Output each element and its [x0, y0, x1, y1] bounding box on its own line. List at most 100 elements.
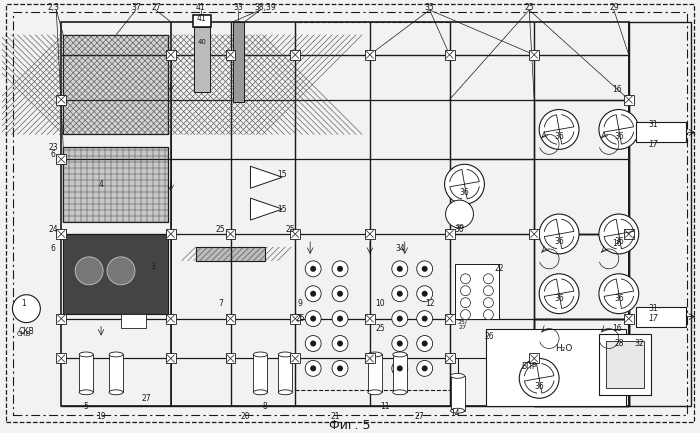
Circle shape — [444, 164, 484, 204]
Text: 36: 36 — [554, 294, 564, 303]
Circle shape — [461, 286, 470, 296]
Circle shape — [416, 310, 433, 326]
Bar — [56, 94, 66, 104]
Text: 3: 3 — [150, 262, 155, 271]
Circle shape — [332, 261, 348, 277]
Text: СКВ: СКВ — [16, 330, 31, 336]
Text: 8: 8 — [263, 402, 267, 411]
Bar — [444, 50, 454, 60]
Text: СКВ: СКВ — [18, 327, 34, 336]
Bar — [534, 100, 629, 234]
Circle shape — [599, 274, 638, 313]
Circle shape — [332, 360, 348, 376]
Circle shape — [421, 340, 428, 346]
Text: 15: 15 — [277, 204, 287, 213]
Circle shape — [461, 274, 470, 284]
Text: 12: 12 — [425, 299, 435, 308]
Circle shape — [539, 214, 579, 254]
Bar — [290, 229, 300, 239]
Bar — [529, 353, 539, 363]
Text: 25: 25 — [295, 314, 305, 323]
Circle shape — [305, 360, 321, 376]
Circle shape — [332, 286, 348, 302]
Bar — [225, 50, 235, 60]
Text: 34: 34 — [395, 244, 405, 253]
Bar — [290, 313, 300, 323]
Bar — [225, 353, 235, 363]
Text: 1: 1 — [21, 299, 26, 308]
Circle shape — [421, 316, 428, 322]
Text: 6: 6 — [51, 244, 56, 253]
Text: 31: 31 — [649, 120, 659, 129]
Text: 28: 28 — [614, 339, 624, 348]
Bar — [624, 229, 634, 239]
Bar — [636, 307, 685, 326]
Bar — [636, 123, 685, 142]
Text: 27: 27 — [141, 394, 150, 403]
Ellipse shape — [393, 390, 407, 395]
Text: 25: 25 — [286, 224, 295, 233]
Bar — [225, 313, 235, 323]
Bar — [451, 376, 465, 411]
Bar — [599, 333, 651, 395]
Ellipse shape — [253, 352, 267, 357]
Text: 15: 15 — [277, 170, 287, 179]
Circle shape — [421, 266, 428, 272]
Ellipse shape — [279, 390, 293, 395]
Bar — [194, 27, 209, 92]
Text: 30: 30 — [455, 224, 464, 230]
Bar — [56, 229, 66, 239]
Circle shape — [392, 336, 407, 352]
Bar — [79, 355, 93, 392]
Bar — [193, 15, 211, 27]
Bar — [624, 94, 634, 104]
Text: 10: 10 — [375, 299, 385, 308]
Bar — [454, 264, 499, 319]
Bar — [56, 353, 66, 363]
Bar — [166, 50, 176, 60]
Text: 16: 16 — [612, 324, 622, 333]
Text: 27: 27 — [151, 3, 161, 13]
Text: 17: 17 — [649, 314, 659, 323]
Bar — [63, 35, 168, 134]
Circle shape — [416, 286, 433, 302]
Bar — [196, 247, 265, 261]
Text: 36: 36 — [614, 132, 624, 141]
Circle shape — [337, 340, 343, 346]
Circle shape — [392, 360, 407, 376]
Ellipse shape — [79, 390, 93, 395]
Text: 25: 25 — [524, 3, 534, 13]
Ellipse shape — [451, 408, 465, 413]
Polygon shape — [251, 198, 282, 220]
Circle shape — [310, 316, 316, 322]
Ellipse shape — [79, 352, 93, 357]
Bar — [368, 355, 382, 392]
Bar — [63, 234, 168, 313]
Text: 9: 9 — [298, 299, 302, 308]
Text: 19: 19 — [97, 412, 106, 421]
Circle shape — [397, 291, 402, 297]
Text: 41: 41 — [197, 14, 206, 23]
Text: 21: 21 — [330, 412, 340, 421]
Bar — [365, 50, 375, 60]
Text: 36: 36 — [554, 237, 564, 246]
Bar — [534, 319, 629, 406]
Bar — [232, 22, 244, 102]
Bar — [166, 229, 176, 239]
Text: 36: 36 — [554, 132, 564, 141]
Circle shape — [332, 310, 348, 326]
Text: 41: 41 — [196, 3, 206, 13]
Ellipse shape — [393, 352, 407, 357]
Circle shape — [416, 360, 433, 376]
Circle shape — [446, 200, 473, 228]
Bar — [290, 353, 300, 363]
Text: 33: 33 — [234, 3, 244, 13]
Circle shape — [337, 291, 343, 297]
Bar — [56, 313, 66, 323]
Text: БПР: БПР — [522, 362, 537, 371]
Circle shape — [337, 365, 343, 372]
Circle shape — [461, 298, 470, 308]
Text: 37: 37 — [131, 3, 141, 13]
Ellipse shape — [253, 390, 267, 395]
Text: 22: 22 — [495, 264, 504, 273]
